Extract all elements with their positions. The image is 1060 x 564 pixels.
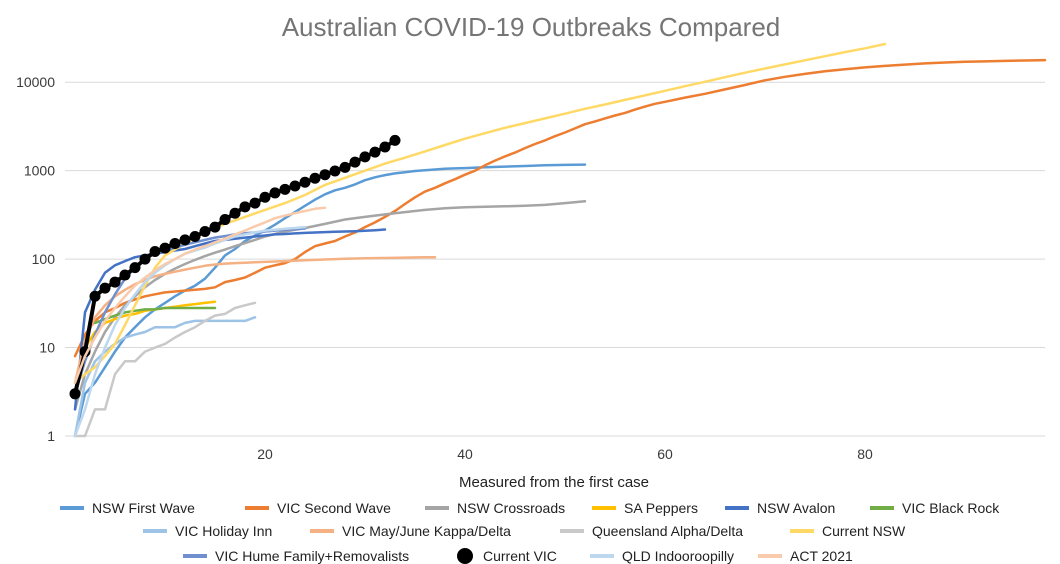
series-marker [329, 165, 341, 177]
series-marker [99, 282, 111, 294]
series-line [73, 225, 307, 438]
legend-item: VIC Hume Family+Removalists [183, 548, 409, 564]
series-line [73, 301, 257, 438]
series-marker [89, 290, 101, 302]
series-marker [219, 214, 231, 226]
series-line [73, 206, 327, 384]
series-marker [349, 156, 361, 168]
series-line [73, 42, 887, 384]
y-tick-label: 100 [32, 251, 56, 267]
legend-item: VIC Black Rock [870, 500, 1000, 516]
x-tick-label: 60 [657, 446, 673, 462]
legend-item: ACT 2021 [758, 548, 853, 564]
x-axis-ticks: 20 40 60 80 [257, 446, 873, 462]
series-marker [269, 187, 281, 199]
series-marker [379, 141, 391, 153]
series-line [73, 228, 387, 411]
x-tick-label: 40 [457, 446, 473, 462]
series-marker [279, 183, 291, 195]
y-tick-label: 1 [47, 428, 55, 444]
legend-item: VIC Second Wave [245, 500, 391, 516]
series-marker [149, 245, 161, 257]
legend-label: SA Peppers [624, 500, 698, 516]
legend-label: VIC Black Rock [902, 500, 1000, 516]
series-marker [299, 176, 311, 188]
legend-item: SA Peppers [592, 500, 698, 516]
legend-label: NSW First Wave [92, 500, 195, 516]
legend-item: NSW Avalon [725, 500, 835, 516]
x-tick-label: 80 [857, 446, 873, 462]
series-marker [239, 201, 251, 213]
series-marker [319, 169, 331, 181]
legend-item: Current VIC [457, 548, 557, 564]
plot-area [69, 42, 1047, 438]
legend-label: QLD Indooroopilly [622, 548, 734, 564]
legend-label: Current VIC [483, 548, 557, 564]
series-line [73, 316, 257, 438]
legend-item: VIC Holiday Inn [143, 523, 272, 539]
y-tick-label: 10 [39, 340, 55, 356]
series-marker [129, 262, 141, 274]
legend-label: NSW Crossroads [457, 500, 565, 516]
legend-label: ACT 2021 [790, 548, 853, 564]
series-marker [359, 151, 371, 163]
legend-label: Current NSW [822, 523, 906, 539]
series-marker [179, 234, 191, 246]
series-line [73, 163, 587, 438]
series-marker [169, 238, 181, 250]
series-marker [209, 221, 221, 233]
series-line [73, 58, 1047, 358]
y-axis-ticks: 1 10 100 1000 10000 [16, 74, 55, 444]
legend-label: NSW Avalon [757, 500, 835, 516]
grid [65, 81, 1045, 437]
series-marker [309, 172, 321, 184]
series-marker [109, 276, 121, 288]
series-marker [389, 134, 401, 146]
series-marker [159, 242, 171, 254]
legend-item: Queensland Alpha/Delta [560, 523, 743, 539]
legend-label: VIC Second Wave [277, 500, 391, 516]
series-line [73, 255, 437, 384]
y-tick-label: 10000 [16, 74, 55, 90]
series-marker [249, 197, 261, 209]
chart-title: Australian COVID-19 Outbreaks Compared [282, 12, 781, 42]
series-line [93, 306, 217, 325]
series-marker [229, 207, 241, 219]
x-tick-label: 20 [257, 446, 273, 462]
series-marker [289, 180, 301, 192]
legend-item: QLD Indooroopilly [590, 548, 734, 564]
legend-marker [457, 548, 473, 564]
series-marker [139, 253, 151, 265]
legend-item: NSW First Wave [60, 500, 195, 516]
legend-item: Current NSW [790, 523, 906, 539]
series-marker [259, 191, 271, 203]
series-marker [119, 269, 131, 281]
series-marker [189, 231, 201, 243]
series-marker [339, 161, 351, 173]
series-marker [69, 388, 81, 400]
legend: NSW First Wave VIC Second Wave NSW Crossro… [60, 500, 1000, 564]
legend-item: NSW Crossroads [425, 500, 565, 516]
legend-label: VIC Holiday Inn [175, 523, 272, 539]
legend-label: VIC Hume Family+Removalists [215, 548, 409, 564]
legend-label: VIC May/June Kappa/Delta [342, 523, 511, 539]
legend-item: VIC May/June Kappa/Delta [310, 523, 511, 539]
y-tick-label: 1000 [24, 163, 55, 179]
series-marker [199, 226, 211, 238]
x-axis-label: Measured from the first case [459, 474, 649, 491]
legend-label: Queensland Alpha/Delta [592, 523, 743, 539]
series-marker [369, 146, 381, 158]
